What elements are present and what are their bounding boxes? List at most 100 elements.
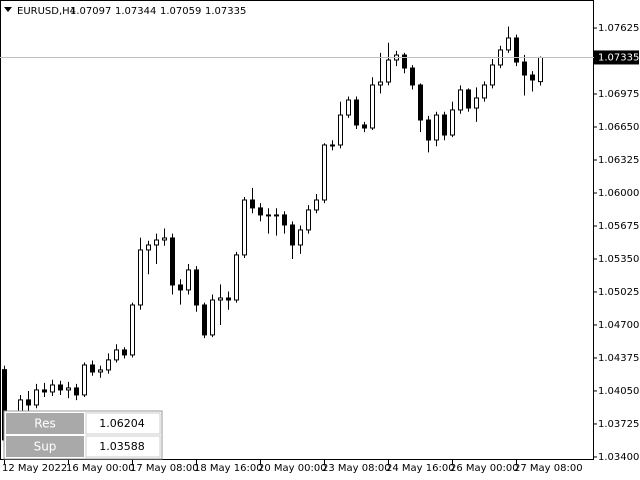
candle-body	[90, 364, 95, 373]
candle-body	[434, 114, 439, 141]
chart-title: EURUSD,H4	[17, 6, 76, 17]
candle-body	[234, 254, 239, 301]
x-tick-label: 24 May 16:00	[386, 463, 455, 474]
x-tick-label: 27 May 08:00	[514, 463, 583, 474]
candle-body	[146, 244, 151, 251]
candle-body	[418, 84, 423, 121]
y-tick-label: 1.03400	[598, 452, 639, 463]
candle-body	[330, 144, 335, 147]
candle-body	[162, 237, 167, 241]
levels-panel: Res Sup 1.06204 1.03588	[3, 410, 163, 460]
candle-body	[202, 304, 207, 336]
candle-body	[458, 89, 463, 111]
price-tag-label: 1.07335	[598, 52, 639, 63]
candle-body	[354, 99, 359, 126]
candle-body	[218, 297, 223, 301]
y-tick-label: 1.05025	[598, 287, 639, 298]
candle-body	[98, 369, 103, 373]
x-tick-label: 20 May 00:00	[258, 463, 327, 474]
label-cell	[6, 413, 84, 434]
candle-body	[258, 207, 263, 216]
level-value: 1.06204	[99, 417, 145, 430]
candle-body	[314, 199, 319, 211]
value-cell	[85, 435, 161, 458]
menu-arrow[interactable]	[4, 7, 12, 12]
y-tick-label: 1.06000	[598, 188, 639, 199]
price-tag	[594, 50, 639, 65]
value-cell	[85, 412, 161, 435]
y-tick-label: 1.04050	[598, 386, 639, 397]
y-tick-label: 1.05675	[598, 221, 639, 232]
level-label: Res	[34, 417, 55, 431]
candle-body	[226, 297, 231, 301]
candle-body	[274, 214, 279, 217]
candle-body	[74, 387, 79, 396]
label-cell	[6, 436, 84, 457]
candle-body	[58, 384, 63, 391]
y-tick-label: 1.07625	[598, 23, 639, 34]
candle-body	[402, 54, 407, 69]
candle-body	[474, 97, 479, 109]
candle-body	[514, 37, 519, 63]
x-tick-label: 12 May 2022	[2, 463, 67, 474]
candle-body	[194, 269, 199, 306]
candle-body	[410, 67, 415, 86]
candle-body	[378, 81, 383, 86]
candle-body	[178, 284, 183, 291]
candle-body	[346, 99, 351, 116]
y-tick-label: 1.03725	[598, 419, 639, 430]
candle-body	[266, 214, 271, 217]
candle-body	[34, 389, 39, 406]
candle-body	[130, 304, 135, 356]
x-tick-label: 23 May 08:00	[322, 463, 391, 474]
candle-body	[530, 74, 535, 81]
candle-body	[482, 84, 487, 99]
y-tick-label: 1.06650	[598, 122, 639, 133]
candle-body	[26, 399, 31, 406]
x-tick-label: 18 May 16:00	[194, 463, 263, 474]
candle-body	[210, 299, 215, 336]
candle-body	[282, 214, 287, 226]
candle-body	[538, 56, 543, 83]
candle-body	[506, 37, 511, 51]
header-value: 1.07097	[70, 6, 111, 17]
candle-body	[362, 124, 367, 129]
candle-body	[322, 144, 327, 201]
candle-body	[306, 209, 311, 231]
candle-body	[106, 359, 111, 371]
candle-body	[442, 114, 447, 136]
candle-body	[466, 89, 471, 109]
y-tick-label: 1.06975	[598, 89, 639, 100]
candle-body	[338, 114, 343, 146]
candle-body	[50, 384, 55, 393]
header-value: 1.07059	[160, 6, 201, 17]
candle-body	[250, 199, 255, 209]
y-tick-label: 1.05350	[598, 254, 639, 265]
candle-body	[522, 61, 527, 76]
candle-body	[186, 269, 191, 291]
candle-body	[114, 349, 119, 361]
plot-frame	[0, 0, 594, 460]
candle-body	[82, 364, 87, 396]
candle-body	[170, 237, 175, 286]
x-tick-label: 16 May 00:00	[66, 463, 135, 474]
candle-body	[290, 224, 295, 246]
candle-body	[242, 199, 247, 256]
y-tick-label: 1.04700	[598, 320, 639, 331]
candle-body	[66, 387, 71, 391]
level-value: 1.03588	[99, 440, 145, 453]
candle-body	[490, 64, 495, 86]
candle-body	[386, 59, 391, 83]
candle-body	[450, 109, 455, 136]
y-tick-label: 1.06325	[598, 155, 639, 166]
x-tick-label: 26 May 00:00	[450, 463, 519, 474]
header-value: 1.07335	[205, 6, 246, 17]
candle-body	[370, 84, 375, 129]
candle-body	[138, 249, 143, 306]
candle-body	[122, 349, 127, 356]
y-tick-label: 1.04375	[598, 353, 639, 364]
candle-body	[298, 229, 303, 246]
x-tick-label: 17 May 08:00	[130, 463, 199, 474]
